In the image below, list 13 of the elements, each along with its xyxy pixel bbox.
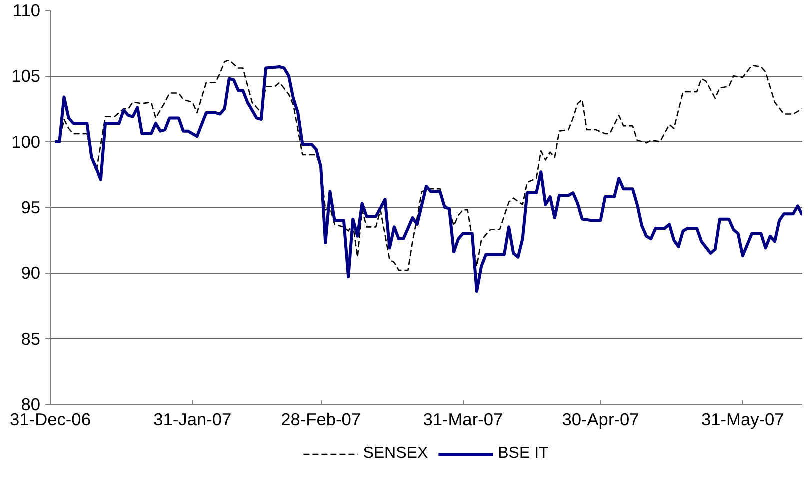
- y-tick-label: 85: [21, 328, 41, 349]
- y-tick-label: 105: [12, 66, 41, 86]
- x-tick-label: 31-Jan-07: [154, 410, 232, 430]
- y-tick-label: 100: [12, 132, 41, 152]
- x-tick-label: 31-Mar-07: [423, 410, 504, 430]
- legend-label: BSE IT: [498, 445, 549, 463]
- y-tick-label: 110: [12, 0, 41, 20]
- x-tick-label: 31-May-07: [701, 410, 784, 430]
- y-tick-label: 95: [21, 198, 41, 218]
- x-tick-label: 28-Feb-07: [281, 410, 362, 430]
- y-tick-label: 90: [21, 263, 41, 284]
- x-tick-label: 30-Apr-07: [562, 410, 640, 430]
- legend-label: SENSEX: [363, 445, 428, 463]
